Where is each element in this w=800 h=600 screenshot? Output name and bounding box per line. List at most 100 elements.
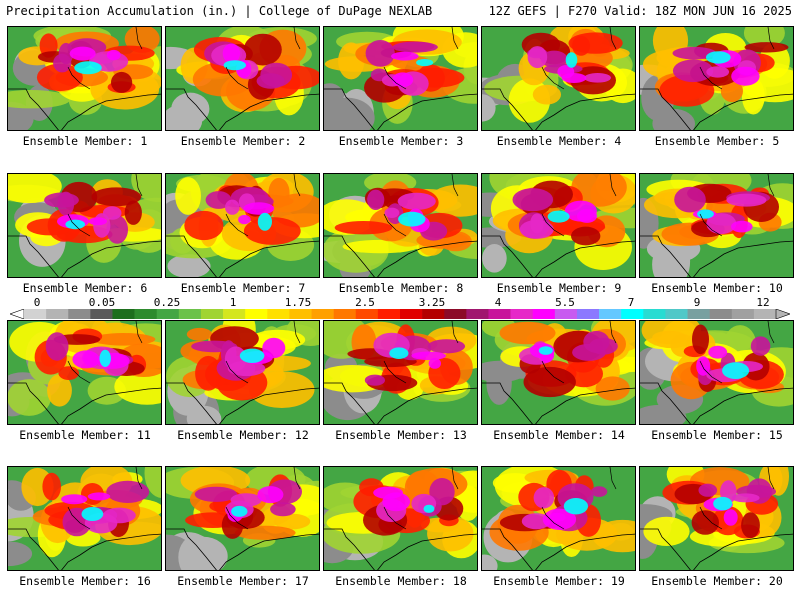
colorbar-tick-label: 0.05	[88, 296, 116, 309]
boundary-lines	[482, 382, 635, 424]
boundary-lines	[166, 88, 319, 130]
boundary-lines	[8, 235, 161, 277]
precip-field	[640, 467, 793, 570]
colorbar-swatch	[466, 309, 489, 319]
colorbar-swatch	[665, 309, 688, 319]
colorbar-swatch	[223, 309, 246, 319]
colorbar-tick-label: 2.5	[355, 296, 375, 309]
colorbar-swatch	[400, 309, 423, 319]
boundary-lines	[482, 88, 635, 130]
ensemble-member-map	[639, 320, 794, 425]
member-label: Ensemble Member: 3	[338, 134, 464, 148]
ensemble-member-map	[481, 466, 636, 571]
member-label: Ensemble Member: 1	[22, 134, 148, 148]
colorbar-swatch	[178, 309, 202, 319]
colorbar-tick-label: 3.25	[418, 296, 446, 309]
member-label: Ensemble Member: 4	[496, 134, 622, 148]
ensemble-member-map	[323, 466, 478, 571]
boundary-lines	[324, 235, 477, 277]
member-label: Ensemble Member: 10	[651, 281, 783, 295]
colorbar-swatch	[289, 309, 312, 319]
precip-field	[8, 174, 161, 277]
colorbar-swatch	[377, 309, 401, 319]
colorbar-swatch	[532, 309, 556, 319]
ensemble-member-map	[7, 173, 162, 278]
ensemble-member-map	[639, 173, 794, 278]
precip-field	[166, 321, 319, 424]
member-label: Ensemble Member: 18	[335, 574, 467, 588]
member-label: Ensemble Member: 8	[338, 281, 464, 295]
precip-field	[8, 321, 161, 424]
boundary-lines	[166, 235, 319, 277]
ensemble-member-map	[165, 320, 320, 425]
precip-field	[324, 467, 477, 570]
precip-field	[166, 174, 319, 277]
colorbar-tick-label: 9	[693, 296, 701, 309]
boundary-lines	[640, 88, 793, 130]
colorbar-swatch	[200, 309, 224, 319]
colorbar-swatch	[731, 309, 755, 319]
colorbar-tick-label: 1.75	[284, 296, 312, 309]
precip-field	[640, 27, 793, 130]
colorbar-tick-label: 0	[33, 296, 41, 309]
colorbar-swatch	[709, 309, 733, 319]
boundary-lines	[640, 235, 793, 277]
colorbar-swatch	[267, 309, 290, 319]
ensemble-member-map	[323, 320, 478, 425]
boundary-lines	[640, 528, 793, 570]
colorbar-tick-label: 1	[229, 296, 237, 309]
colorbar-swatch	[68, 309, 91, 319]
boundary-lines	[8, 528, 161, 570]
colorbar-swatch	[488, 309, 511, 319]
colorbar-swatch	[753, 309, 777, 319]
ensemble-member-map	[165, 26, 320, 131]
colorbar-swatch	[311, 309, 334, 319]
colorbar-swatch	[46, 309, 69, 319]
colorbar-min-arrow	[10, 309, 25, 319]
colorbar-swatch	[355, 309, 379, 319]
member-label: Ensemble Member: 13	[335, 428, 467, 442]
member-label: Ensemble Member: 16	[19, 574, 151, 588]
boundary-lines	[8, 88, 161, 130]
member-label: Ensemble Member: 19	[493, 574, 625, 588]
precip-field	[482, 321, 635, 424]
member-label: Ensemble Member: 5	[654, 134, 780, 148]
boundary-lines	[482, 528, 635, 570]
precip-field	[324, 321, 477, 424]
precip-field	[324, 27, 477, 130]
colorbar-swatch	[156, 309, 180, 319]
colorbar-swatch	[444, 309, 467, 319]
colorbar-swatch	[112, 309, 135, 319]
boundary-lines	[8, 382, 161, 424]
ensemble-member-map	[323, 26, 478, 131]
precip-field	[482, 174, 635, 277]
member-label: Ensemble Member: 20	[651, 574, 783, 588]
precip-field	[640, 321, 793, 424]
member-label: Ensemble Member: 9	[496, 281, 622, 295]
colorbar-swatch	[599, 309, 622, 319]
colorbar-max-arrow	[775, 309, 790, 319]
precip-field	[166, 467, 319, 570]
colorbar-tick-label: 5.5	[555, 296, 575, 309]
colorbar-tick-label: 0.25	[153, 296, 181, 309]
colorbar-swatch	[422, 309, 445, 319]
ensemble-member-map	[7, 466, 162, 571]
precip-field	[482, 27, 635, 130]
ensemble-member-map	[639, 466, 794, 571]
ensemble-member-map	[7, 320, 162, 425]
colorbar-tick-labels: 0 0.05 0.25 1 1.75 2.5 3.25 4 5.5 7 9 12	[0, 296, 800, 310]
map-title: Precipitation Accumulation (in.) | Colle…	[6, 4, 433, 18]
member-label: Ensemble Member: 2	[180, 134, 306, 148]
ensemble-member-map	[481, 173, 636, 278]
member-label: Ensemble Member: 12	[177, 428, 309, 442]
precip-colorbar	[10, 309, 790, 319]
member-label: Ensemble Member: 17	[177, 574, 309, 588]
ensemble-member-map	[639, 26, 794, 131]
colorbar-swatch	[245, 309, 268, 319]
member-label: Ensemble Member: 11	[19, 428, 151, 442]
ensemble-member-map	[7, 26, 162, 131]
boundary-lines	[166, 382, 319, 424]
member-label: Ensemble Member: 15	[651, 428, 783, 442]
member-label: Ensemble Member: 7	[180, 281, 306, 295]
colorbar-swatch	[510, 309, 534, 319]
